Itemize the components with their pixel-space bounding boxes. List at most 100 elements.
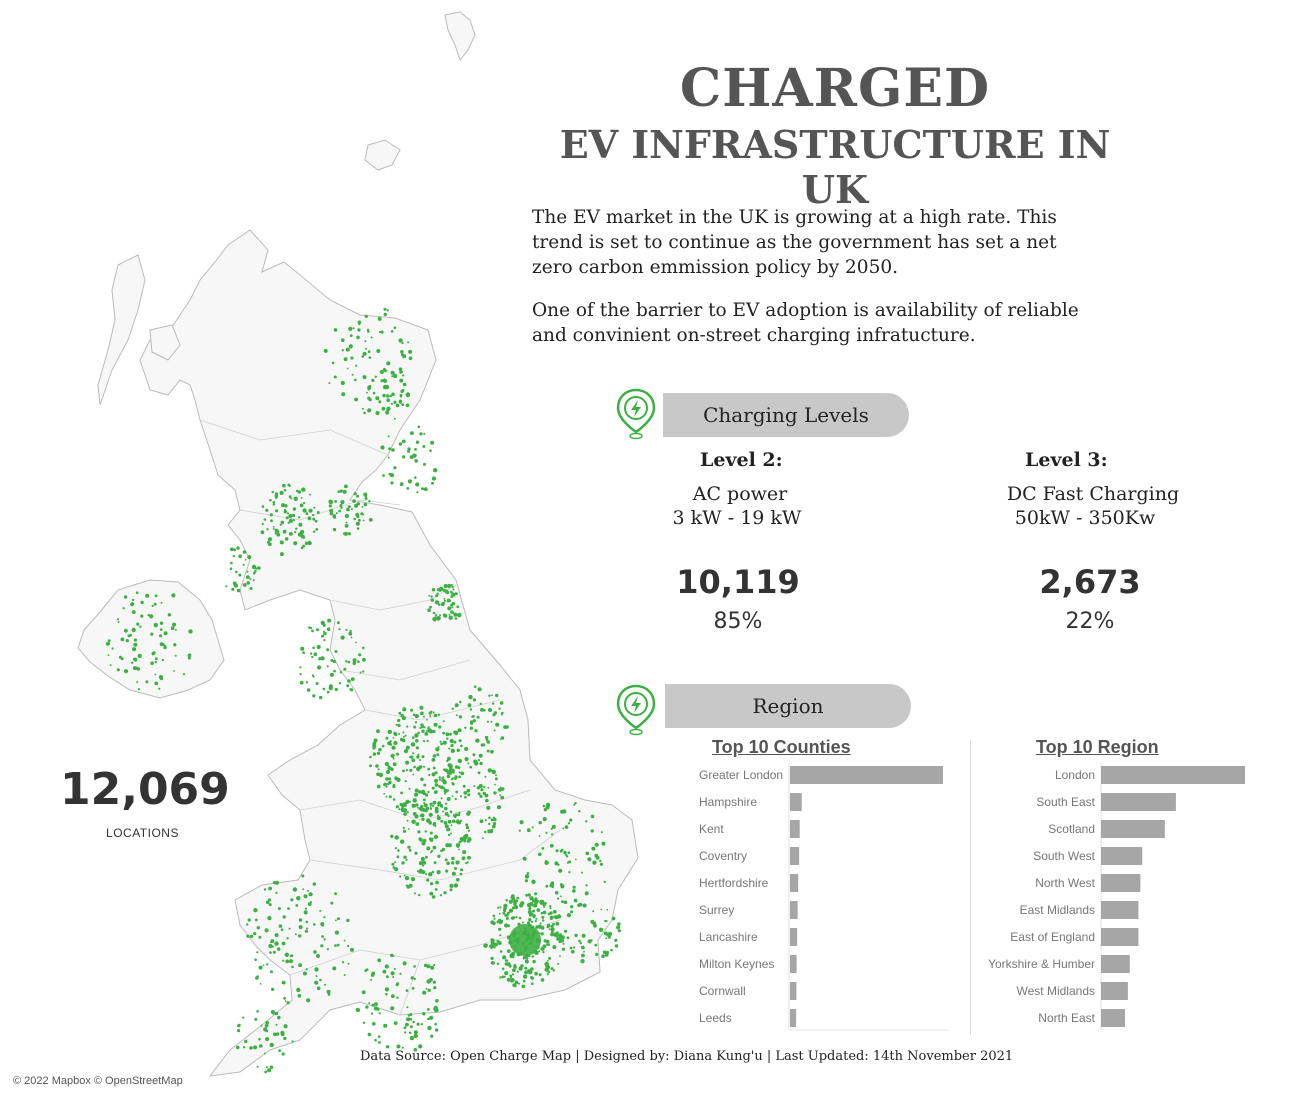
charging-location-dot [372,746,376,750]
charging-location-dot [455,843,461,848]
charging-location-dot [368,518,373,522]
charging-location-dot [286,937,289,940]
charging-location-dot [362,646,365,650]
charging-location-dot [263,518,267,521]
charging-location-dot [522,974,528,979]
charging-location-dot [414,792,419,797]
charging-location-dot [274,532,277,535]
charging-location-dot [349,629,352,633]
charging-location-dot [452,588,455,591]
charging-location-dot [561,900,564,904]
charging-location-dot [343,974,346,976]
charging-location-dot [540,926,545,930]
region-bar[interactable] [1101,793,1176,811]
map-credit[interactable]: © 2022 Mapbox © OpenStreetMap [13,1075,183,1087]
charging-location-dot [551,833,554,836]
charging-location-dot [490,961,495,965]
charging-location-dot [154,673,157,676]
charging-location-dot [387,729,392,735]
charging-location-dot [264,1023,269,1028]
charging-location-dot [338,682,342,685]
charging-location-dot [275,509,279,513]
charging-location-dot [127,634,131,638]
charging-location-dot [353,517,357,521]
charging-location-dot [433,834,439,840]
charging-location-dot [421,487,424,491]
charging-location-dot [415,440,420,444]
region-bar[interactable] [1101,874,1141,892]
charging-location-dot [484,735,489,740]
charging-location-dot [311,629,314,633]
county-bar[interactable] [790,982,797,1000]
shetland-outline [444,11,476,62]
charging-location-dot [346,684,350,688]
charging-location-dot [546,923,551,928]
charging-location-dot [303,894,308,899]
charging-location-dot [319,978,322,982]
charging-location-dot [425,855,428,859]
region-bar[interactable] [1101,1009,1125,1027]
charging-location-dot [492,921,496,926]
charging-location-dot [116,668,120,672]
county-bar[interactable] [790,1009,797,1027]
county-bar[interactable] [790,820,800,838]
charging-location-dot [423,462,426,466]
county-bar[interactable] [790,793,802,811]
charging-location-dot [429,802,433,806]
charging-location-dot [249,1046,253,1050]
charging-location-dot [426,964,431,969]
charging-location-dot [369,755,372,759]
uk-map[interactable] [0,0,640,1099]
charging-location-dot [454,765,459,769]
county-bar[interactable] [790,901,798,919]
charging-location-dot [249,578,252,581]
charging-location-dot [510,978,515,983]
charging-location-dot [406,811,409,814]
charging-location-dot [558,868,563,873]
charging-location-dot [427,1025,432,1031]
charging-location-dot [277,947,281,951]
region-bar[interactable] [1101,901,1139,919]
charging-location-dot [448,820,451,823]
county-bar[interactable] [790,928,798,946]
region-bar[interactable] [1101,766,1245,784]
charging-location-dot [279,523,282,526]
charging-location-dot [464,757,469,762]
county-bar[interactable] [790,847,800,865]
charging-location-dot [552,922,555,926]
county-bar[interactable] [790,766,943,784]
region-bar[interactable] [1101,955,1130,973]
charging-location-dot [480,788,484,792]
region-bar[interactable] [1101,820,1165,838]
charging-location-dot [458,715,463,719]
charging-location-dot [524,966,528,970]
region-bar[interactable] [1101,928,1139,946]
charging-location-dot [269,1065,274,1069]
charging-location-dot [520,964,524,968]
county-bar[interactable] [790,955,797,973]
charging-location-dot [425,987,428,990]
charging-location-dot [320,944,324,948]
charging-location-dot [438,725,442,729]
charging-location-dot [303,910,308,915]
charging-location-dot [451,871,456,876]
charging-location-dot [414,733,419,738]
charging-location-dot [459,700,462,704]
charging-location-dot [428,812,433,817]
county-bar[interactable] [790,874,799,892]
region-bar[interactable] [1101,847,1143,865]
charging-location-dot [265,1037,270,1042]
charging-location-dot [368,500,371,503]
charging-location-dot [253,932,257,936]
charging-location-dot [350,636,353,639]
charging-location-dot [314,980,319,985]
charging-location-dot [345,628,348,632]
charging-location-dot [232,581,237,586]
region-bar[interactable] [1101,982,1128,1000]
charging-location-dot [497,963,499,966]
charging-location-dot [340,500,345,505]
charging-location-dot [458,775,461,779]
charging-location-dot [454,592,458,596]
charging-location-dot [309,901,312,904]
charging-location-dot [479,761,483,766]
